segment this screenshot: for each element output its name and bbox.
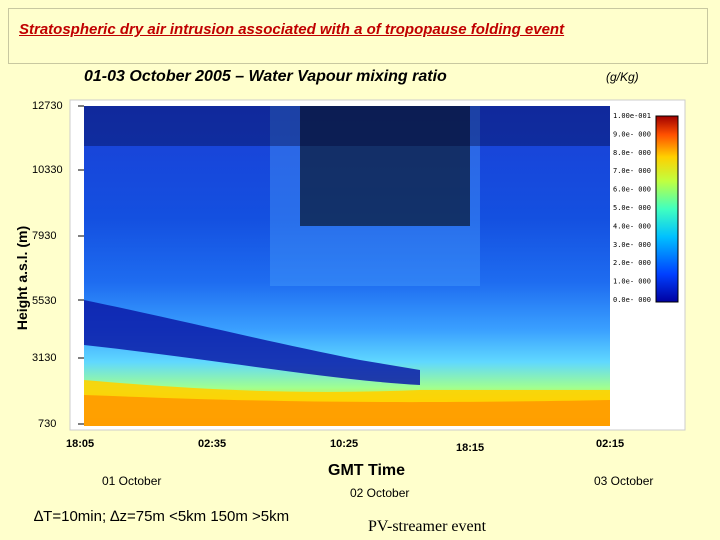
colorbar-tick-label: 1.0e- 000	[613, 278, 651, 286]
colorbar-tick-label: 8.0e- 000	[613, 149, 651, 157]
slide-title: Stratospheric dry air intrusion associat…	[19, 21, 565, 38]
y-tick-label: 12730	[32, 100, 63, 112]
colorbar-tick-label: 2.0e- 000	[613, 259, 651, 267]
x-tick-label: 18:15	[456, 442, 485, 454]
y-axis-label: Height a.s.l. (m)	[14, 225, 30, 331]
colorbar-tick-label: 1.00e-001	[613, 112, 651, 120]
colorbar-tick-label: 6.0e- 000	[613, 186, 651, 194]
x-tick-label: 10:25	[330, 438, 359, 450]
dry-intrusion-layer	[84, 300, 420, 385]
y-tick-label: 730	[38, 418, 57, 430]
colorbar-ticks: 1.00e-001 9.0e- 000 8.0e- 000 7.0e- 000 6.0e…	[613, 112, 651, 304]
resolution-note: ∆T=10min; ∆z=75m <5km 150m >5km	[34, 508, 290, 525]
y-tick-label: 5530	[32, 295, 57, 307]
colorbar-tick-label: 0.0e- 000	[613, 296, 651, 304]
slide-header-box: Stratospheric dry air intrusion associat…	[8, 8, 708, 64]
y-tick-label: 7930	[32, 230, 57, 242]
colorbar-tick-label: 5.0e- 000	[613, 204, 651, 212]
x-axis-label: GMT Time	[328, 462, 406, 479]
colorbar-tick-label: 7.0e- 000	[613, 167, 651, 175]
date-label: 03 October	[594, 474, 654, 488]
colorbar-tick-label: 9.0e- 000	[613, 130, 651, 138]
colorbar	[655, 115, 679, 303]
colorbar-tick-label: 4.0e- 000	[613, 222, 651, 230]
plot-area: 1.00e-001 9.0e- 000 8.0e- 000 7.0e- 000 6.0e…	[69, 99, 686, 431]
x-tick-label: 18:05	[66, 438, 95, 450]
date-label: 01 October	[102, 474, 162, 488]
y-tick-label: 10330	[32, 164, 63, 176]
colorbar-tick-label: 3.0e- 000	[613, 241, 651, 249]
event-label: PV-streamer event	[368, 518, 487, 535]
plot-title: 01-03 October 2005 – Water Vapour mixing…	[84, 68, 447, 85]
date-label: 02 October	[350, 486, 410, 500]
colorbar-units: (g/Kg)	[606, 70, 639, 84]
y-tick-label: 3130	[32, 352, 57, 364]
x-tick-label: 02:35	[198, 438, 227, 450]
x-tick-label: 02:15	[596, 438, 625, 450]
